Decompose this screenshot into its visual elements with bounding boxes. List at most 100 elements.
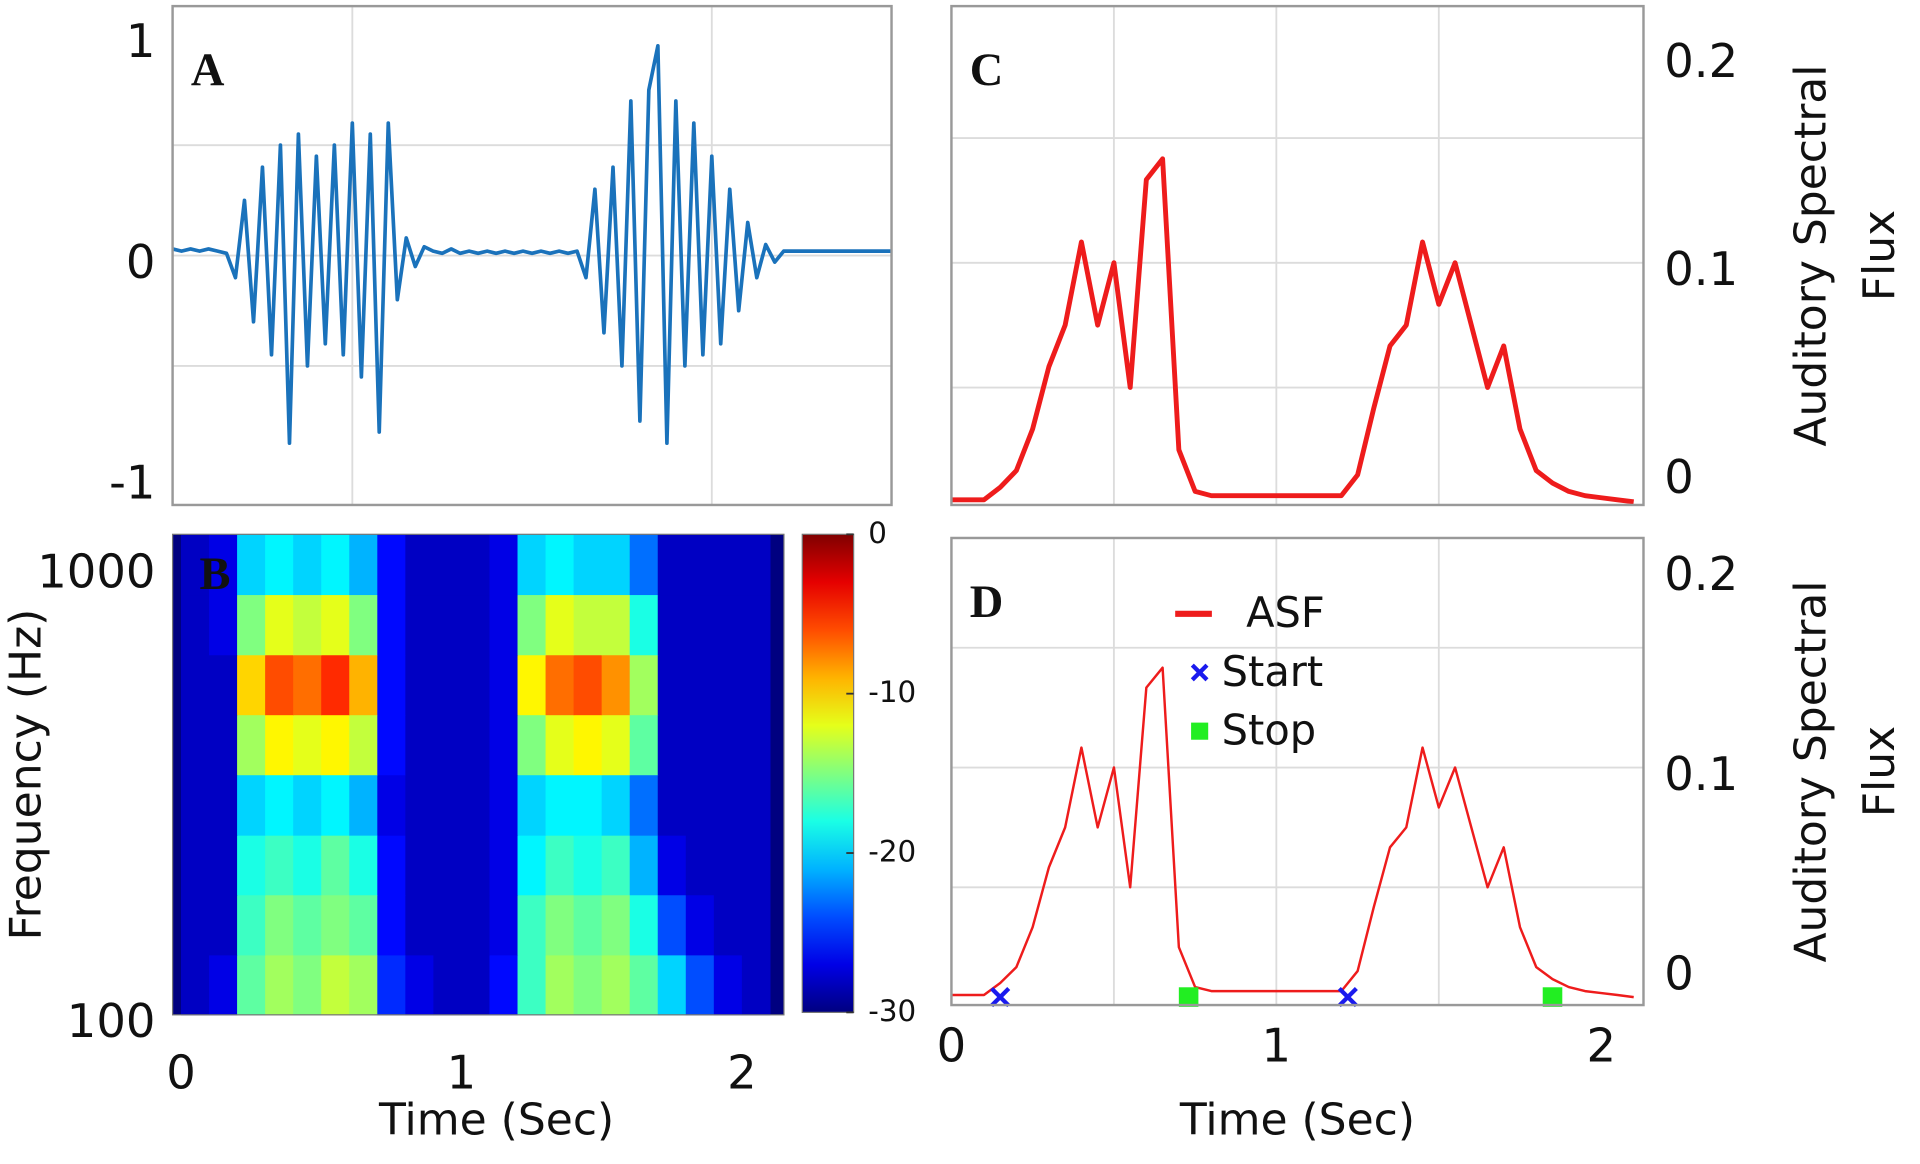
start-marker: [990, 986, 1011, 1008]
heatmap-cell: [489, 835, 519, 896]
heatmap-cell: [237, 774, 266, 836]
legend-swatch: [1191, 722, 1209, 740]
heatmap-cell: [545, 954, 575, 1016]
heatmap-cell: [237, 894, 266, 956]
heatmap-cell: [573, 534, 603, 596]
legend-label: ASF: [1246, 588, 1325, 637]
heatmap-cell: [321, 835, 350, 896]
plot-area: [951, 537, 1644, 1006]
start-marker: [1337, 986, 1358, 1008]
heatmap-cell: [657, 894, 687, 956]
x-axis-label: Time (Sec): [1179, 1094, 1415, 1145]
heatmap-cell: [265, 835, 294, 896]
heatmap-cell: [321, 774, 350, 836]
heatmap-cell: [713, 774, 743, 836]
x-tick-label: 0: [937, 1019, 967, 1073]
heatmap-cell: [741, 835, 771, 896]
heatmap-cell: [321, 894, 350, 956]
heatmap-cell: [545, 654, 575, 716]
heatmap-cell: [209, 894, 238, 956]
x-axis-label: Time (Sec): [378, 1094, 614, 1145]
heatmap-cell: [461, 954, 491, 1016]
heatmap-cell: [181, 534, 210, 596]
heatmap-cell: [573, 774, 603, 836]
colorbar-tick-label: -30: [868, 994, 916, 1028]
colorbar-tick-label: -10: [868, 675, 916, 709]
heatmap-cell: [293, 714, 322, 776]
plot-frame: [950, 4, 1645, 507]
heatmap-cell: [181, 894, 210, 956]
heatmap-cell: [629, 835, 659, 896]
heatmap-cell: [237, 594, 266, 656]
data-line: [951, 156, 1634, 505]
heatmap-cell: [713, 835, 743, 896]
heatmap-cell: [545, 774, 575, 836]
heatmap-cell: [265, 954, 294, 1016]
heatmap-cell: [405, 714, 435, 776]
heatmap-cell: [461, 594, 491, 656]
y-tick-label: 0: [126, 235, 156, 289]
heatmap-cell: [181, 835, 210, 896]
heatmap-cell: [321, 714, 350, 776]
heatmap-cell: [377, 954, 406, 1016]
heatmap-cell: [377, 654, 406, 716]
heatmap-cell: [181, 774, 210, 836]
y-axis-label: Auditory Spectral: [1785, 580, 1836, 962]
y-axis-label: Frequency (Hz): [0, 609, 51, 941]
y-tick-label: 0: [1664, 450, 1694, 504]
heatmap-cell: [601, 534, 631, 596]
heatmap-cell: [517, 774, 547, 836]
heatmap-cell: [685, 714, 715, 776]
heatmap-cell: [349, 954, 378, 1016]
heatmap-cell: [293, 654, 322, 716]
heatmap-cell: [377, 774, 406, 836]
y-tick-label: 0.1: [1664, 242, 1738, 296]
y-tick-label: 0.1: [1664, 747, 1738, 801]
heatmap-cell: [405, 774, 435, 836]
heatmap-cell: [573, 954, 603, 1016]
colorbar-tick-label: 0: [868, 516, 887, 550]
heatmap-cell: [601, 835, 631, 896]
heatmap-cell: [685, 954, 715, 1016]
heatmap-cell: [293, 594, 322, 656]
heatmap-cell: [461, 835, 491, 896]
heatmap-cell: [377, 835, 406, 896]
heatmap-cell: [685, 594, 715, 656]
stop-marker: [1178, 987, 1199, 1007]
heatmap-cell: [489, 594, 519, 656]
heatmap-cell: [713, 954, 743, 1016]
plot-frame: [171, 533, 785, 1016]
heatmap-cell: [209, 774, 238, 836]
heatmap-cell: [377, 534, 406, 596]
y-tick-label: 1000: [37, 544, 155, 598]
heatmap-cell: [741, 534, 771, 596]
heatmap-cell: [685, 654, 715, 716]
heatmap-cell: [741, 954, 771, 1016]
heatmap-cell: [433, 714, 463, 776]
heatmap-cell: [685, 835, 715, 896]
panel-label: D: [970, 577, 1004, 628]
heatmap-cell: [489, 534, 519, 596]
legend-label: Start: [1222, 647, 1324, 696]
colorbar: [801, 533, 855, 1013]
heatmap-cell: [433, 774, 463, 836]
heatmap-cell: [545, 894, 575, 956]
heatmap-cell: [265, 774, 294, 836]
heatmap-cell: [573, 594, 603, 656]
heatmap-cell: [209, 835, 238, 896]
plot-area: [951, 6, 1644, 505]
heatmap-cell: [433, 835, 463, 896]
data-line: [172, 44, 892, 446]
heatmap-cell: [209, 534, 238, 596]
heatmap-cell: [489, 714, 519, 776]
heatmap-cell: [321, 594, 350, 656]
heatmap-cell: [741, 654, 771, 716]
heatmap-cell: [265, 714, 294, 776]
heatmap-cell: [181, 654, 210, 716]
heatmap-cell: [657, 594, 687, 656]
heatmap-cell: [489, 654, 519, 716]
heatmap-cell: [321, 954, 350, 1016]
y-tick-label: -1: [109, 456, 155, 510]
heatmap-cell: [405, 534, 435, 596]
heatmap-cell: [349, 894, 378, 956]
